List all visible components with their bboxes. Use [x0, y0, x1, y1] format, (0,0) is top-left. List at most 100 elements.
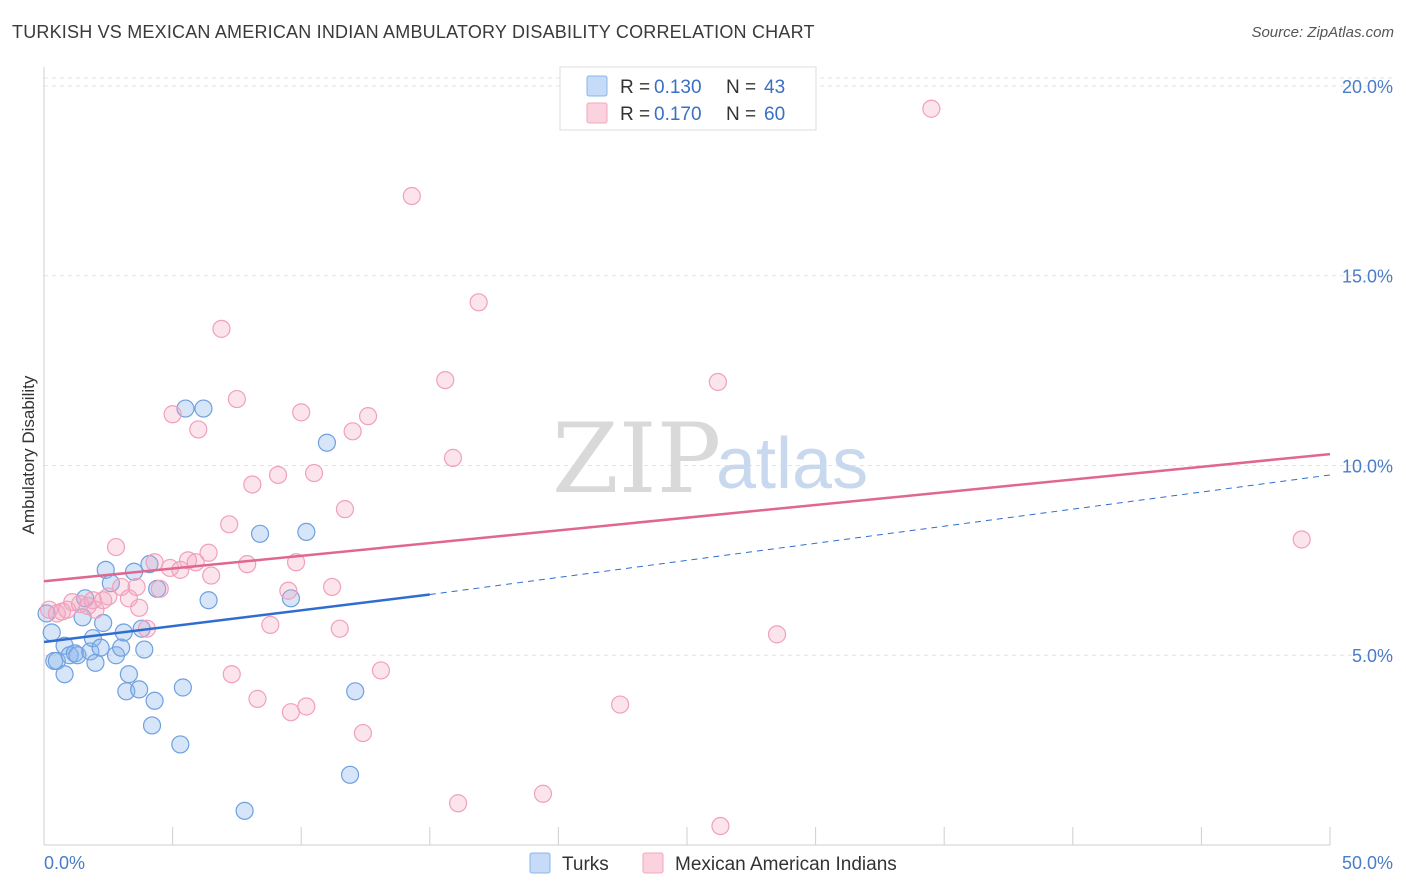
mexican-american-indians-point — [227, 389, 246, 409]
y-tick-labels: 5.0% 10.0% 15.0% 20.0% — [1342, 77, 1393, 666]
mexican-american-indians-point — [163, 405, 182, 424]
mexican-american-indians-point — [220, 515, 239, 534]
turks-point — [65, 644, 84, 663]
legend-n-value-2: 60 — [764, 104, 785, 125]
chart-source: Source: ZipAtlas.com — [1251, 24, 1394, 41]
mexican-american-indians-point — [708, 372, 727, 392]
watermark-atlas: atlas — [716, 424, 868, 504]
legend-r-label-1: R = — [620, 77, 650, 98]
mexican-american-indians-point — [268, 465, 288, 485]
turks-point — [142, 716, 162, 735]
bottom-legend-label-turks: Turks — [562, 854, 609, 875]
turks-point — [91, 638, 110, 657]
series-legend: Turks Mexican American Indians — [529, 852, 897, 875]
turks-point — [55, 665, 74, 684]
mexican-american-indians-point — [443, 448, 463, 467]
y-tick-label: 15.0% — [1342, 267, 1393, 287]
legend-n-value-1: 43 — [764, 77, 785, 98]
mexican-american-indians-point — [248, 689, 267, 708]
legend-r-value-2: 0.170 — [654, 104, 702, 125]
mexican-american-indians-point — [86, 600, 105, 619]
chart-title: TURKISH VS MEXICAN AMERICAN INDIAN AMBUL… — [12, 22, 815, 42]
mexican-american-indians-point — [611, 695, 630, 714]
mexican-american-indians-point — [436, 370, 455, 390]
legend-swatch-turks — [586, 75, 608, 97]
mexican-american-indians-point — [145, 553, 164, 572]
legend-r-label-2: R = — [620, 104, 650, 125]
mexican-american-indians-point — [335, 500, 355, 519]
y-tick-label: 20.0% — [1342, 77, 1393, 97]
turks-point — [171, 735, 190, 754]
mexican-american-indians-trend-line — [43, 452, 1331, 583]
mexican-american-indians-point — [130, 598, 149, 617]
mexican-american-indians-point — [402, 186, 421, 206]
turks-point — [112, 638, 131, 657]
mexican-american-indians-point — [1292, 530, 1311, 549]
mexican-american-indians-point — [448, 794, 468, 813]
turks-trend-line — [43, 593, 430, 644]
legend-r-value-1: 0.130 — [654, 77, 702, 98]
mexican-american-indians-point — [199, 543, 218, 562]
mexican-american-indians-point — [322, 577, 342, 597]
turks-point — [42, 623, 61, 642]
mexican-american-indians-point — [189, 420, 208, 439]
mexican-american-indians-point — [358, 407, 378, 426]
x-tick-label-min: 0.0% — [44, 853, 85, 873]
turks-point — [86, 653, 105, 672]
mexican-american-indians-point — [212, 319, 231, 338]
bottom-legend-swatch-mexican-american-indians — [642, 852, 664, 874]
mexican-american-indians-point — [261, 615, 280, 634]
mexican-american-indians-point — [469, 293, 488, 312]
mexican-american-indians-point — [127, 577, 146, 597]
mexican-american-indians-point — [222, 665, 241, 684]
x-axis-ticks — [43, 827, 1331, 845]
turks-point — [55, 636, 74, 655]
watermark-zip: ZIP — [552, 403, 721, 515]
mexican-american-indians-point — [304, 463, 324, 483]
mexican-american-indians-point — [238, 555, 257, 574]
turks-point — [173, 678, 192, 697]
legend-swatch-mexican-american-indians — [586, 102, 608, 124]
mexican-american-indians-point — [711, 816, 730, 836]
mexican-american-indians-point — [286, 553, 306, 572]
turks-trend-extension — [429, 474, 1331, 596]
mexican-american-indians-point — [343, 422, 362, 441]
turks-point — [317, 433, 337, 452]
mexican-american-indians-point — [292, 403, 311, 422]
legend-n-label-2: N = — [726, 104, 756, 125]
mexican-american-indians-point — [330, 619, 349, 638]
turks-point — [297, 522, 316, 542]
mexican-american-indians-point — [279, 581, 298, 600]
bottom-legend-swatch-turks — [529, 852, 551, 874]
mexican-american-indians-point — [99, 587, 118, 606]
bottom-legend-label-mexican-american-indians: Mexican American Indians — [675, 854, 897, 875]
y-tick-label: 10.0% — [1342, 456, 1393, 476]
turks-point — [194, 399, 213, 418]
turks-point — [130, 680, 149, 699]
mexican-american-indians-point — [202, 566, 221, 585]
turks-point — [340, 765, 360, 784]
turks-point — [235, 801, 254, 820]
data-points — [37, 99, 1311, 836]
turks-point — [145, 691, 164, 710]
mexican-american-indians-point — [533, 784, 553, 803]
mexican-american-indians-point — [281, 703, 301, 722]
mexican-american-indians-point — [767, 625, 787, 644]
mexican-american-indians-point — [106, 537, 126, 557]
legend-n-label-1: N = — [726, 77, 756, 98]
mexican-american-indians-point — [353, 723, 373, 743]
mexican-american-indians-point — [243, 475, 262, 494]
mexican-american-indians-point — [922, 99, 941, 118]
turks-point — [199, 591, 218, 610]
y-axis-label: Ambulatory Disability — [19, 375, 38, 534]
trend-lines — [43, 452, 1331, 644]
mexican-american-indians-point — [297, 697, 316, 716]
y-tick-label: 5.0% — [1352, 646, 1393, 666]
turks-point — [250, 524, 270, 543]
stats-legend: R = 0.130 N = 43 R = 0.170 N = 60 — [559, 66, 817, 131]
turks-point — [81, 642, 100, 661]
turks-point — [346, 682, 365, 701]
turks-point — [135, 640, 154, 659]
x-tick-label-max: 50.0% — [1342, 853, 1393, 873]
